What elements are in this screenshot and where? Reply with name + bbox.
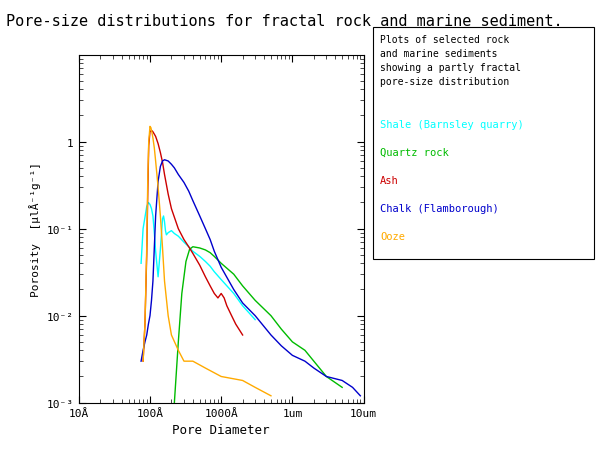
Text: Shale (Barnsley quarry): Shale (Barnsley quarry) bbox=[380, 120, 524, 130]
Text: Ooze: Ooze bbox=[380, 231, 405, 241]
Text: Chalk (Flamborough): Chalk (Flamborough) bbox=[380, 203, 499, 213]
Y-axis label: Porosity  [µlÅ⁻¹g⁻¹]: Porosity [µlÅ⁻¹g⁻¹] bbox=[29, 162, 41, 296]
X-axis label: Pore Diameter: Pore Diameter bbox=[173, 423, 270, 436]
Text: Plots of selected rock
and marine sediments
showing a partly fractal
pore-size d: Plots of selected rock and marine sedime… bbox=[380, 35, 521, 87]
Text: Quartz rock: Quartz rock bbox=[380, 148, 448, 158]
Text: Ash: Ash bbox=[380, 175, 399, 186]
Text: Pore-size distributions for fractal rock and marine sediment.: Pore-size distributions for fractal rock… bbox=[6, 14, 563, 29]
